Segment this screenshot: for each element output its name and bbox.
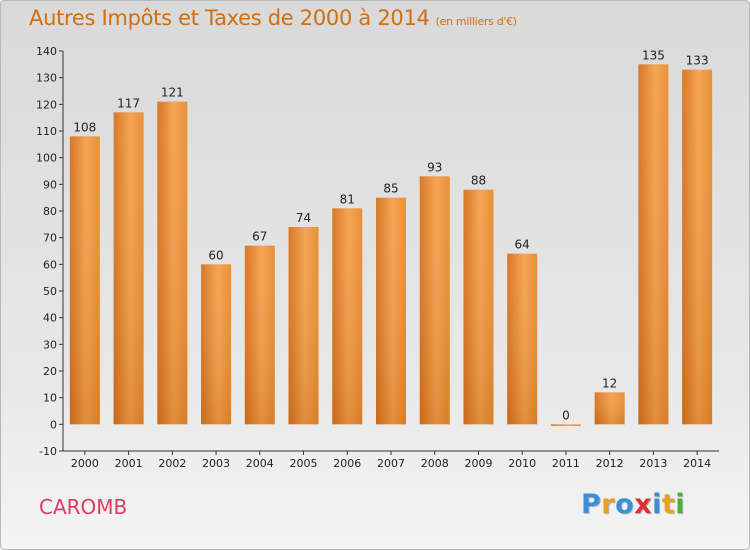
y-tick-label: 60 [43,258,57,271]
y-tick-label: 40 [43,312,57,325]
y-tick-label: 130 [36,72,57,85]
bar-value-label: 93 [427,160,442,174]
bar-shade [463,189,494,425]
chart-title-unit: (en milliers d'€) [435,15,517,28]
y-tick-label: 110 [36,125,57,138]
brand-letter: t [661,489,676,520]
y-tick-label: 10 [43,392,57,405]
x-tick-label: 2005 [290,457,318,470]
bar-shade [376,197,406,425]
brand-letter: r [601,489,616,520]
bar-value-label: 85 [383,182,398,196]
bar-shade [288,227,319,425]
y-tick-label: 140 [36,45,57,58]
bar-value-label: 81 [340,192,355,206]
bar-value-label: 0 [562,408,570,422]
x-tick-label: 2009 [464,457,492,470]
bar-shade [419,176,450,425]
bar-value-label: 108 [73,120,96,134]
bar-shade [682,69,713,425]
bar-shade [244,245,275,425]
brand-letter: o [615,489,635,520]
brand-letter: i [652,489,662,520]
bar-value-label: 67 [252,230,267,244]
labels: 108 117 121 60 67 74 81 85 93 88 64 0 12 135 133 [73,48,708,422]
y-tick-label: 100 [36,152,57,165]
bar-shade [594,392,625,425]
bars [69,64,713,426]
y-tick-label: -10 [39,445,57,458]
brand-letter: i [675,489,686,520]
y-tick-label: 90 [43,178,57,191]
bar-shade [157,101,188,425]
brand-logo: Proxiti [581,489,685,520]
x-tick-label: 2007 [377,457,405,470]
x-tick-label: 2013 [639,457,667,470]
x-tick-label: 2004 [246,457,274,470]
y-tick-label: 70 [43,232,57,245]
chart-title: Autres Impôts et Taxes de 2000 à 2014 (en… [29,6,517,30]
brand-letter: P [581,489,602,520]
bar-value-label: 74 [296,211,311,225]
y-tick-label: 50 [43,285,57,298]
bar-shade [507,253,538,425]
x-tick-label: 2011 [552,457,580,470]
x-tick-label: 2006 [333,457,361,470]
bar-value-label: 121 [161,86,184,100]
y-tick-label: 120 [36,98,57,111]
bar-value-label: 88 [471,174,486,188]
bar-shade [69,136,100,425]
x-tick-label: 2001 [115,457,143,470]
bar-shade [550,424,581,426]
bar-shade [638,64,669,425]
axes: -100102030405060708090100110120130140200… [36,45,719,470]
x-tick-label: 2008 [421,457,449,470]
x-tick-label: 2000 [71,457,99,470]
brand-letter: x [634,489,653,520]
y-tick-label: 20 [43,365,57,378]
place-name: CAROMB [39,495,128,519]
bar-value-label: 12 [602,376,617,390]
bar-value-label: 60 [208,248,223,262]
x-tick-label: 2012 [596,457,624,470]
bar-value-label: 133 [686,54,709,68]
bar-value-label: 135 [642,48,665,62]
chart-title-text: Autres Impôts et Taxes de 2000 à 2014 [29,6,430,30]
bar-shade [201,264,232,425]
x-tick-label: 2003 [202,457,230,470]
bar-value-label: 64 [515,238,530,252]
bar-shade [113,112,144,425]
x-tick-label: 2010 [508,457,536,470]
x-tick-label: 2002 [158,457,186,470]
y-tick-label: 80 [43,205,57,218]
bar-value-label: 117 [117,96,140,110]
bar-shade [332,208,363,425]
y-tick-label: 30 [43,338,57,351]
y-tick-label: 0 [50,418,57,431]
x-tick-label: 2014 [683,457,711,470]
